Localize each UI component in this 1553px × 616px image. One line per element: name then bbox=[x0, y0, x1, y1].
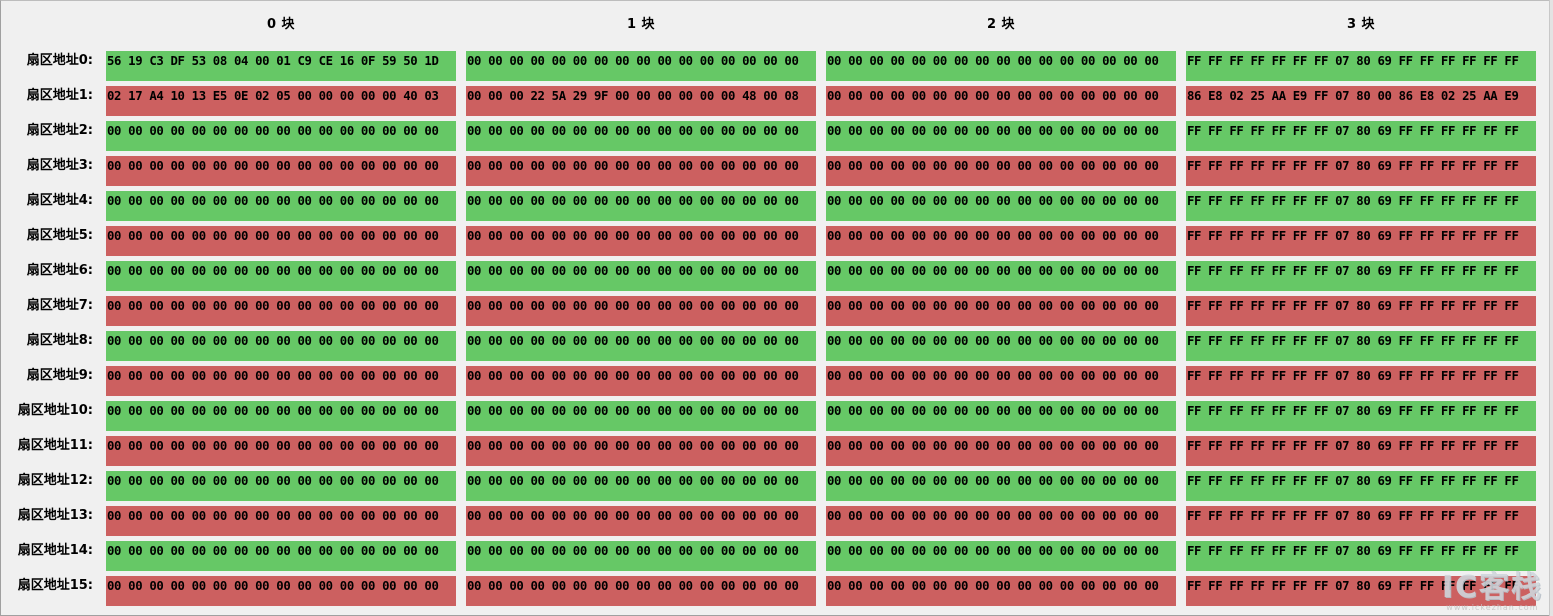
column-header-block-2: 2 块 bbox=[986, 17, 1016, 32]
sector-7-block-1-field[interactable]: 00 00 00 00 00 00 00 00 00 00 00 00 00 0… bbox=[466, 296, 816, 326]
sector-0-block-1-field[interactable]: 00 00 00 00 00 00 00 00 00 00 00 00 00 0… bbox=[466, 51, 816, 81]
sector-8-block-2-field[interactable]: 00 00 00 00 00 00 00 00 00 00 00 00 00 0… bbox=[826, 331, 1176, 361]
sector-5-block-1-field[interactable]: 00 00 00 00 00 00 00 00 00 00 00 00 00 0… bbox=[466, 226, 816, 256]
sector-address-label-7: 扇区地址7: bbox=[26, 298, 93, 313]
sector-0-block-0-field[interactable]: 56 19 C3 DF 53 08 04 00 01 C9 CE 16 0F 5… bbox=[106, 51, 456, 81]
sector-12-block-3-field[interactable]: FF FF FF FF FF FF FF 07 80 69 FF FF FF F… bbox=[1186, 471, 1536, 501]
sector-14-block-2-field[interactable]: 00 00 00 00 00 00 00 00 00 00 00 00 00 0… bbox=[826, 541, 1176, 571]
sector-15-block-1-field[interactable]: 00 00 00 00 00 00 00 00 00 00 00 00 00 0… bbox=[466, 576, 816, 606]
sector-6-block-0-field[interactable]: 00 00 00 00 00 00 00 00 00 00 00 00 00 0… bbox=[106, 261, 456, 291]
sector-13-block-2-field[interactable]: 00 00 00 00 00 00 00 00 00 00 00 00 00 0… bbox=[826, 506, 1176, 536]
sector-5-block-0-field[interactable]: 00 00 00 00 00 00 00 00 00 00 00 00 00 0… bbox=[106, 226, 456, 256]
sector-15-block-3-field[interactable]: FF FF FF FF FF FF FF 07 80 69 FF FF FF F… bbox=[1186, 576, 1536, 606]
sector-7-block-0-field[interactable]: 00 00 00 00 00 00 00 00 00 00 00 00 00 0… bbox=[106, 296, 456, 326]
sector-2-block-1-field[interactable]: 00 00 00 00 00 00 00 00 00 00 00 00 00 0… bbox=[466, 121, 816, 151]
sector-8-block-0-field[interactable]: 00 00 00 00 00 00 00 00 00 00 00 00 00 0… bbox=[106, 331, 456, 361]
sector-13-block-1-field[interactable]: 00 00 00 00 00 00 00 00 00 00 00 00 00 0… bbox=[466, 506, 816, 536]
sector-10-block-2-field[interactable]: 00 00 00 00 00 00 00 00 00 00 00 00 00 0… bbox=[826, 401, 1176, 431]
sector-7-block-3-field[interactable]: FF FF FF FF FF FF FF 07 80 69 FF FF FF F… bbox=[1186, 296, 1536, 326]
sector-11-block-1-field[interactable]: 00 00 00 00 00 00 00 00 00 00 00 00 00 0… bbox=[466, 436, 816, 466]
sector-address-label-11: 扇区地址11: bbox=[17, 438, 93, 453]
sector-11-block-3-field[interactable]: FF FF FF FF FF FF FF 07 80 69 FF FF FF F… bbox=[1186, 436, 1536, 466]
sector-9-block-0-field[interactable]: 00 00 00 00 00 00 00 00 00 00 00 00 00 0… bbox=[106, 366, 456, 396]
sector-3-block-2-field[interactable]: 00 00 00 00 00 00 00 00 00 00 00 00 00 0… bbox=[826, 156, 1176, 186]
sector-4-block-3-field[interactable]: FF FF FF FF FF FF FF 07 80 69 FF FF FF F… bbox=[1186, 191, 1536, 221]
sector-1-block-2-field[interactable]: 00 00 00 00 00 00 00 00 00 00 00 00 00 0… bbox=[826, 86, 1176, 116]
sector-3-block-0-field[interactable]: 00 00 00 00 00 00 00 00 00 00 00 00 00 0… bbox=[106, 156, 456, 186]
sector-6-block-2-field[interactable]: 00 00 00 00 00 00 00 00 00 00 00 00 00 0… bbox=[826, 261, 1176, 291]
sector-6-block-3-field[interactable]: FF FF FF FF FF FF FF 07 80 69 FF FF FF F… bbox=[1186, 261, 1536, 291]
sector-4-block-1-field[interactable]: 00 00 00 00 00 00 00 00 00 00 00 00 00 0… bbox=[466, 191, 816, 221]
sector-9-block-3-field[interactable]: FF FF FF FF FF FF FF 07 80 69 FF FF FF F… bbox=[1186, 366, 1536, 396]
sector-address-label-14: 扇区地址14: bbox=[17, 543, 93, 558]
sector-address-label-5: 扇区地址5: bbox=[26, 228, 93, 243]
sector-11-block-2-field[interactable]: 00 00 00 00 00 00 00 00 00 00 00 00 00 0… bbox=[826, 436, 1176, 466]
sector-address-label-6: 扇区地址6: bbox=[26, 263, 93, 278]
sector-6-block-1-field[interactable]: 00 00 00 00 00 00 00 00 00 00 00 00 00 0… bbox=[466, 261, 816, 291]
sector-address-label-9: 扇区地址9: bbox=[26, 368, 93, 383]
sector-address-label-2: 扇区地址2: bbox=[26, 123, 93, 138]
watermark: IC客栈 www.ickezhan.com bbox=[1441, 570, 1543, 613]
watermark-url: www.ickezhan.com bbox=[1446, 603, 1539, 612]
sector-2-block-2-field[interactable]: 00 00 00 00 00 00 00 00 00 00 00 00 00 0… bbox=[826, 121, 1176, 151]
sector-0-block-3-field[interactable]: FF FF FF FF FF FF FF 07 80 69 FF FF FF F… bbox=[1186, 51, 1536, 81]
sector-14-block-3-field[interactable]: FF FF FF FF FF FF FF 07 80 69 FF FF FF F… bbox=[1186, 541, 1536, 571]
sector-5-block-3-field[interactable]: FF FF FF FF FF FF FF 07 80 69 FF FF FF F… bbox=[1186, 226, 1536, 256]
sector-address-label-1: 扇区地址1: bbox=[26, 88, 93, 103]
column-header-block-3: 3 块 bbox=[1346, 17, 1376, 32]
sector-9-block-1-field[interactable]: 00 00 00 00 00 00 00 00 00 00 00 00 00 0… bbox=[466, 366, 816, 396]
sector-14-block-1-field[interactable]: 00 00 00 00 00 00 00 00 00 00 00 00 00 0… bbox=[466, 541, 816, 571]
sector-5-block-2-field[interactable]: 00 00 00 00 00 00 00 00 00 00 00 00 00 0… bbox=[826, 226, 1176, 256]
sector-2-block-0-field[interactable]: 00 00 00 00 00 00 00 00 00 00 00 00 00 0… bbox=[106, 121, 456, 151]
sector-address-label-0: 扇区地址0: bbox=[26, 53, 93, 68]
sector-13-block-3-field[interactable]: FF FF FF FF FF FF FF 07 80 69 FF FF FF F… bbox=[1186, 506, 1536, 536]
sector-4-block-2-field[interactable]: 00 00 00 00 00 00 00 00 00 00 00 00 00 0… bbox=[826, 191, 1176, 221]
column-header-block-1: 1 块 bbox=[626, 17, 656, 32]
sector-1-block-0-field[interactable]: 02 17 A4 10 13 E5 0E 02 05 00 00 00 00 0… bbox=[106, 86, 456, 116]
window-right-edge bbox=[1549, 0, 1553, 616]
sector-address-label-8: 扇区地址8: bbox=[26, 333, 93, 348]
sector-0-block-2-field[interactable]: 00 00 00 00 00 00 00 00 00 00 00 00 00 0… bbox=[826, 51, 1176, 81]
sector-12-block-2-field[interactable]: 00 00 00 00 00 00 00 00 00 00 00 00 00 0… bbox=[826, 471, 1176, 501]
sector-15-block-0-field[interactable]: 00 00 00 00 00 00 00 00 00 00 00 00 00 0… bbox=[106, 576, 456, 606]
sector-address-label-13: 扇区地址13: bbox=[17, 508, 93, 523]
sector-11-block-0-field[interactable]: 00 00 00 00 00 00 00 00 00 00 00 00 00 0… bbox=[106, 436, 456, 466]
sector-12-block-0-field[interactable]: 00 00 00 00 00 00 00 00 00 00 00 00 00 0… bbox=[106, 471, 456, 501]
sector-10-block-3-field[interactable]: FF FF FF FF FF FF FF 07 80 69 FF FF FF F… bbox=[1186, 401, 1536, 431]
sector-4-block-0-field[interactable]: 00 00 00 00 00 00 00 00 00 00 00 00 00 0… bbox=[106, 191, 456, 221]
column-header-block-0: 0 块 bbox=[266, 17, 296, 32]
sector-address-label-10: 扇区地址10: bbox=[17, 403, 93, 418]
sector-12-block-1-field[interactable]: 00 00 00 00 00 00 00 00 00 00 00 00 00 0… bbox=[466, 471, 816, 501]
sector-8-block-1-field[interactable]: 00 00 00 00 00 00 00 00 00 00 00 00 00 0… bbox=[466, 331, 816, 361]
sector-9-block-2-field[interactable]: 00 00 00 00 00 00 00 00 00 00 00 00 00 0… bbox=[826, 366, 1176, 396]
sector-10-block-0-field[interactable]: 00 00 00 00 00 00 00 00 00 00 00 00 00 0… bbox=[106, 401, 456, 431]
sector-7-block-2-field[interactable]: 00 00 00 00 00 00 00 00 00 00 00 00 00 0… bbox=[826, 296, 1176, 326]
sector-address-label-15: 扇区地址15: bbox=[17, 578, 93, 593]
sector-3-block-3-field[interactable]: FF FF FF FF FF FF FF 07 80 69 FF FF FF F… bbox=[1186, 156, 1536, 186]
sector-address-label-12: 扇区地址12: bbox=[17, 473, 93, 488]
sector-14-block-0-field[interactable]: 00 00 00 00 00 00 00 00 00 00 00 00 00 0… bbox=[106, 541, 456, 571]
sector-2-block-3-field[interactable]: FF FF FF FF FF FF FF 07 80 69 FF FF FF F… bbox=[1186, 121, 1536, 151]
sector-address-label-3: 扇区地址3: bbox=[26, 158, 93, 173]
watermark-logo: IC客栈 bbox=[1441, 570, 1543, 605]
sector-15-block-2-field[interactable]: 00 00 00 00 00 00 00 00 00 00 00 00 00 0… bbox=[826, 576, 1176, 606]
sector-3-block-1-field[interactable]: 00 00 00 00 00 00 00 00 00 00 00 00 00 0… bbox=[466, 156, 816, 186]
sector-address-label-4: 扇区地址4: bbox=[26, 193, 93, 208]
sector-1-block-1-field[interactable]: 00 00 00 22 5A 29 9F 00 00 00 00 00 00 4… bbox=[466, 86, 816, 116]
sector-13-block-0-field[interactable]: 00 00 00 00 00 00 00 00 00 00 00 00 00 0… bbox=[106, 506, 456, 536]
sector-8-block-3-field[interactable]: FF FF FF FF FF FF FF 07 80 69 FF FF FF F… bbox=[1186, 331, 1536, 361]
sector-1-block-3-field[interactable]: 86 E8 02 25 AA E9 FF 07 80 00 86 E8 02 2… bbox=[1186, 86, 1536, 116]
sector-10-block-1-field[interactable]: 00 00 00 00 00 00 00 00 00 00 00 00 00 0… bbox=[466, 401, 816, 431]
